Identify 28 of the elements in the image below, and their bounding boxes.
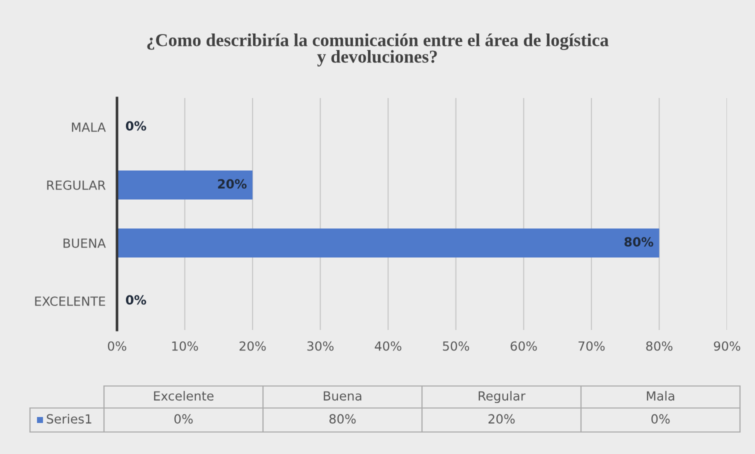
text: Mala: [646, 390, 674, 401]
text: 20%: [488, 414, 515, 424]
y-tick-label: MALA: [72, 122, 106, 132]
x-tick-label: 50%: [442, 341, 470, 351]
x-tick-label: 90%: [714, 341, 740, 351]
chart-title: ¿Como describiría la comunicación entre el área de logística y devoluciones?: [147, 34, 609, 66]
x-tick-label: 60%: [510, 341, 537, 351]
y-tick-label: BUENA: [64, 238, 106, 248]
text: 80%: [329, 414, 356, 424]
legend-label: Series1: [46, 414, 92, 424]
x-tick-label: 70%: [578, 341, 605, 351]
x-tick-label: 0%: [108, 341, 126, 351]
x-tick-label: 20%: [240, 341, 266, 351]
text: Regular: [478, 390, 526, 404]
data-label: 20%: [218, 179, 247, 189]
text: Buena: [324, 391, 362, 401]
x-tick-label: 30%: [307, 341, 334, 351]
text: 0%: [651, 414, 670, 424]
y-tick-label: EXCELENTE: [35, 296, 106, 306]
data-label: 80%: [624, 237, 654, 247]
y-tick-label: REGULAR: [47, 180, 106, 190]
data-label: 0%: [126, 121, 146, 131]
x-tick-label: 40%: [374, 341, 402, 351]
x-tick-label: 80%: [646, 341, 672, 351]
text: Excelente: [154, 390, 214, 401]
x-tick-label: 10%: [172, 341, 198, 351]
text: 0%: [174, 414, 193, 424]
data-label: 0%: [126, 295, 146, 305]
